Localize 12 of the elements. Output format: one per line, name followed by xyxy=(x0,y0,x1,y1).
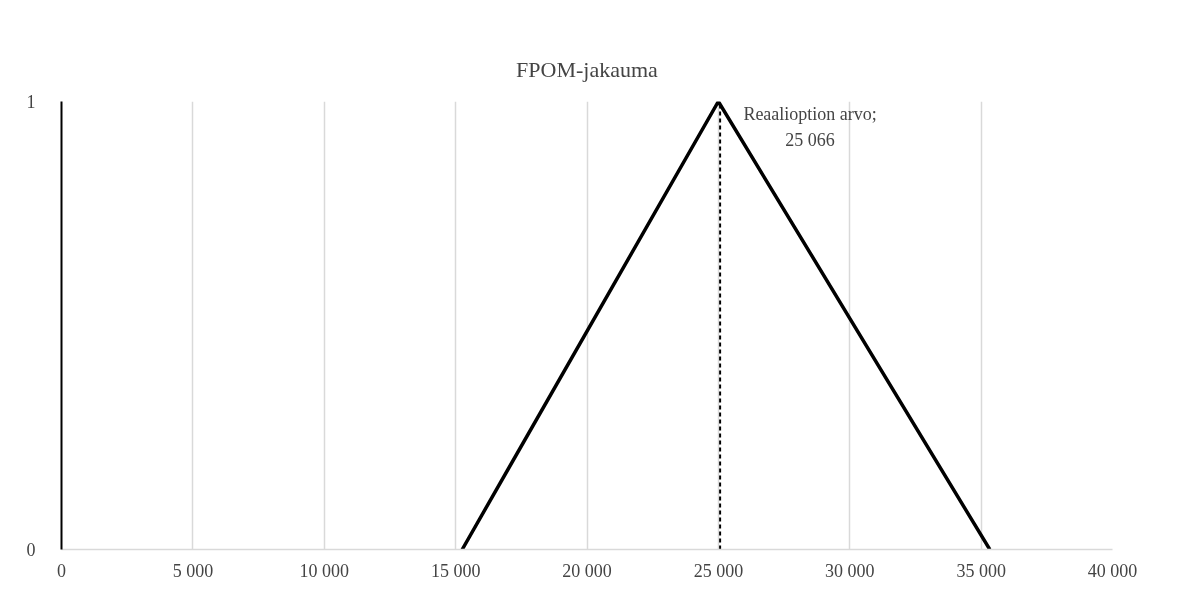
x-tick-label: 35 000 xyxy=(956,560,1006,581)
x-tick-label: 40 000 xyxy=(1087,560,1138,581)
x-tick-label: 30 000 xyxy=(825,560,875,581)
y-tick-label: 1 xyxy=(26,92,36,112)
chart-title: FPOM-jakauma xyxy=(516,56,659,82)
x-tick-label: 10 000 xyxy=(299,560,349,581)
x-tick-label: 25 000 xyxy=(693,560,744,581)
x-tick-label: 5 000 xyxy=(172,560,214,581)
x-tick-label: 20 000 xyxy=(562,560,612,581)
x-tick-label: 0 xyxy=(57,560,66,581)
ref-line-label: Reaalioption arvo; 25 066 xyxy=(743,103,877,150)
x-tick-label: 15 000 xyxy=(430,560,481,581)
